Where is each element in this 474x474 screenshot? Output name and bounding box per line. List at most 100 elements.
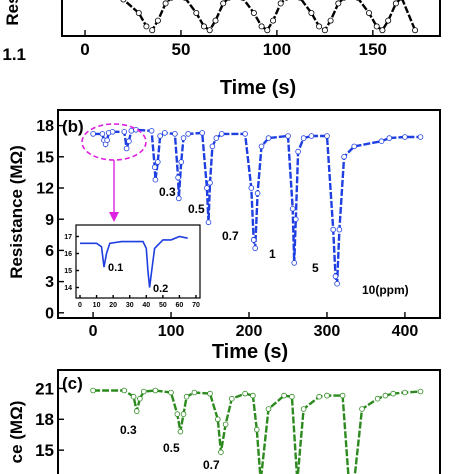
- series-c-point: [141, 388, 147, 395]
- c-conc-label-0-5: 0.5: [163, 441, 180, 455]
- series-a-point: [270, 17, 277, 24]
- x-b-tick-label: 100: [158, 323, 185, 340]
- series-c-point: [191, 389, 198, 396]
- series-a-point: [135, 9, 142, 16]
- series-b-point: [204, 185, 210, 191]
- series-b-point: [151, 164, 158, 171]
- series-b-point: [209, 143, 216, 150]
- inset-x-tick-label: 20: [109, 302, 117, 309]
- conc-label-0-3: 0.3: [159, 185, 176, 199]
- panel-label-b: (b): [62, 117, 84, 136]
- x-b-tick-label: 200: [236, 323, 263, 340]
- inset-x-tick-label: 70: [192, 302, 200, 309]
- series-b-point: [218, 131, 225, 137]
- series-b-point: [332, 273, 339, 280]
- conc-label-10ppm: 10(ppm): [362, 283, 409, 297]
- x-axis-ticks-b: 0 100 200 300 400: [89, 312, 419, 340]
- series-b-point: [291, 260, 298, 266]
- series-a-point: [143, 23, 150, 30]
- series-c-point: [402, 389, 408, 396]
- series-b-point: [308, 133, 315, 139]
- series-a-point: [412, 27, 419, 34]
- series-b-point: [126, 138, 132, 145]
- series-b-point: [157, 133, 163, 139]
- series-c-point: [207, 390, 213, 397]
- series-b-point: [205, 219, 212, 226]
- series-a-point: [206, 27, 213, 34]
- y-b-tick-label: 18: [36, 118, 54, 135]
- series-b-point: [213, 135, 220, 141]
- x-a-tick-label: 100: [263, 40, 291, 59]
- series-b-point: [207, 180, 213, 186]
- series-a-point: [327, 17, 334, 24]
- series-a-point: [385, 17, 392, 24]
- y-c-tick-label: 21: [35, 379, 54, 398]
- conc-label-0-7: 0.7: [222, 229, 239, 243]
- inset-x-tick-label: 40: [142, 302, 150, 309]
- series-a-point: [308, 9, 315, 16]
- series-a-point: [220, 0, 227, 7]
- series-a-point: [365, 9, 372, 16]
- series-b-point: [155, 159, 161, 165]
- series-b-point: [254, 190, 261, 197]
- x-b-tick-label: 300: [314, 323, 341, 340]
- series-c-point: [382, 392, 389, 399]
- series-b-point: [90, 131, 96, 137]
- panel-label-c: (c): [62, 374, 83, 393]
- series-a-point: [200, 23, 207, 30]
- series-a-point: [120, 0, 127, 3]
- series-b-point: [292, 216, 299, 223]
- y-b-tick-label: 0: [45, 305, 54, 322]
- x-a-tick-label: 0: [80, 40, 89, 59]
- series-c-point: [265, 406, 272, 412]
- inset-label-0-1: 0.1: [108, 262, 123, 274]
- series-b-point: [289, 206, 296, 212]
- series-b-point: [330, 226, 337, 233]
- panel-c: (c) 15 18 21 ce (MΩ) 0.3 0.5 0.7: [7, 369, 441, 474]
- y-b-tick-label: 9: [45, 212, 54, 229]
- x-axis-label-b: Time (s): [212, 341, 288, 363]
- x-b-tick-label: 400: [392, 323, 419, 340]
- series-c-point: [168, 389, 174, 396]
- series-a-point: [154, 17, 161, 24]
- y-axis-label-b: Resistance (MΩ): [7, 145, 26, 279]
- series-b-point: [250, 237, 257, 243]
- series-a-point: [392, 0, 399, 7]
- series-c-point: [215, 416, 221, 423]
- inset-y-ticks: 14 15 16 17: [64, 234, 79, 292]
- conc-label-0-5: 0.5: [188, 202, 205, 216]
- y-c-tick-label: 18: [35, 410, 54, 429]
- x-axis-ticks-a: 0 50 100 150: [80, 30, 387, 59]
- series-b-point: [402, 134, 408, 140]
- series-b-point: [265, 135, 272, 141]
- x-a-tick-label: 50: [172, 40, 191, 59]
- series-b-point: [378, 138, 385, 145]
- series-c-point: [359, 406, 365, 412]
- series-b-point: [285, 133, 291, 139]
- inset-y-tick-label: 14: [64, 285, 72, 292]
- series-b-point: [248, 185, 255, 191]
- series-b-point: [417, 134, 424, 140]
- series-a-line: [121, 0, 417, 32]
- c-conc-label-0-7: 0.7: [203, 458, 220, 472]
- series-c-point: [90, 387, 96, 394]
- series-c-point: [133, 408, 140, 414]
- zoom-highlight-circle: [81, 123, 147, 161]
- plot-c-data: [90, 387, 424, 474]
- series-c-point: [174, 411, 181, 417]
- zoom-arrow-head: [109, 212, 119, 222]
- series-c-point: [316, 393, 323, 400]
- inset-x-tick-label: 30: [126, 302, 134, 309]
- x-a-tick-label: 150: [359, 40, 387, 59]
- y-b-tick-label: 12: [36, 181, 54, 198]
- inset-y-tick-label: 17: [64, 234, 72, 241]
- series-c-point: [289, 393, 295, 400]
- series-c-point: [324, 392, 330, 399]
- y-c-tick-label: 15: [35, 441, 54, 460]
- inset-background: [76, 225, 200, 298]
- series-c-point: [222, 421, 229, 428]
- y-tick-label-1-1: 1.1: [2, 45, 26, 64]
- series-a-point: [316, 23, 323, 30]
- series-b-point: [295, 148, 301, 155]
- concentration-labels-b: 0.3 0.5 0.7 1 5 10(ppm): [159, 185, 409, 297]
